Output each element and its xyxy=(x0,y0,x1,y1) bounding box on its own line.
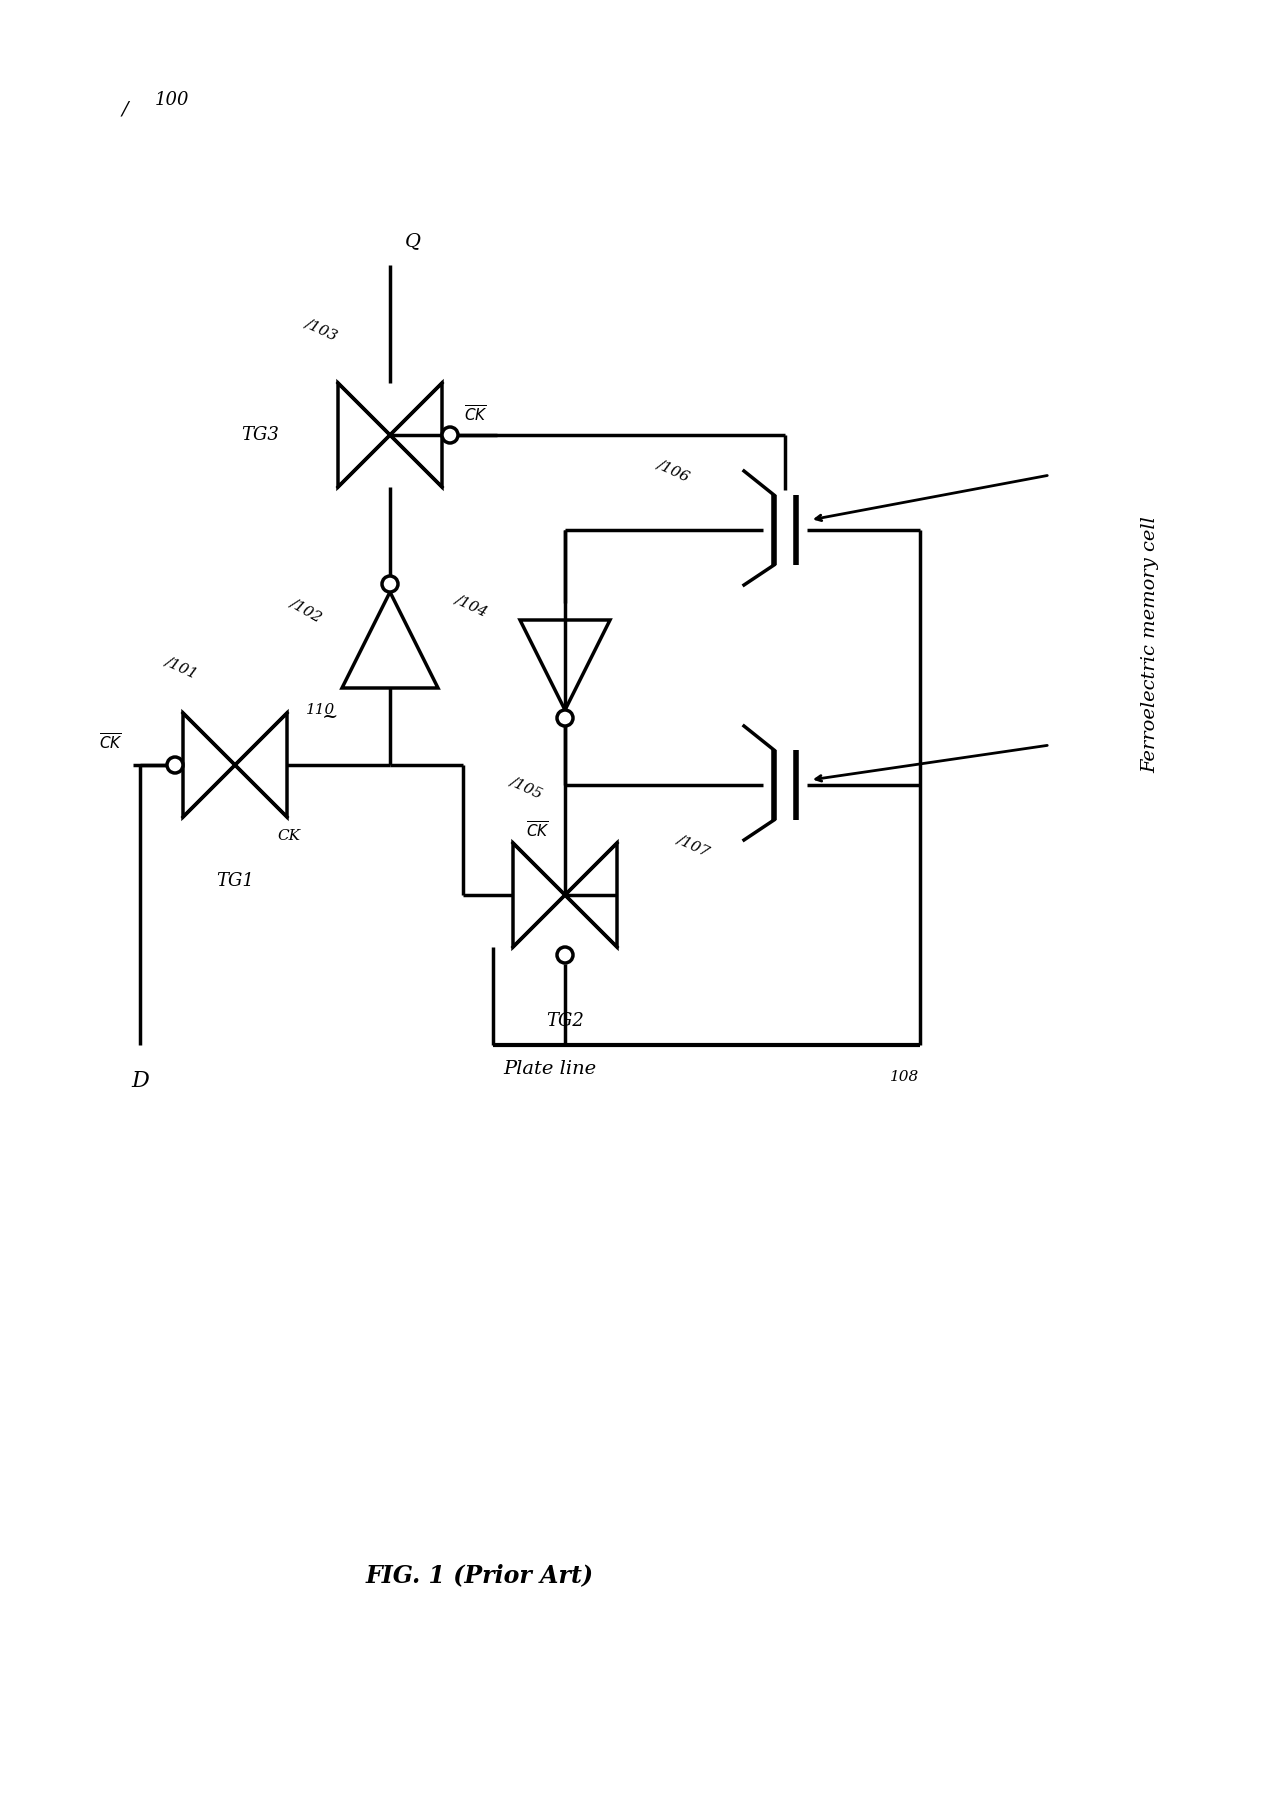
Text: TG2: TG2 xyxy=(546,1012,584,1030)
Circle shape xyxy=(557,711,573,725)
Text: FIG. 1 (Prior Art): FIG. 1 (Prior Art) xyxy=(367,1563,594,1587)
Text: TG1: TG1 xyxy=(216,872,254,890)
Circle shape xyxy=(442,427,458,443)
Circle shape xyxy=(382,576,398,592)
Text: /: / xyxy=(121,101,129,118)
Text: /104: /104 xyxy=(453,591,490,619)
Circle shape xyxy=(167,757,183,774)
Text: D: D xyxy=(131,1070,149,1091)
Text: CK: CK xyxy=(277,829,300,844)
Text: /101: /101 xyxy=(163,653,200,680)
Text: Q: Q xyxy=(404,232,421,250)
Text: ~: ~ xyxy=(321,707,337,725)
Text: /103: /103 xyxy=(303,316,340,343)
Text: /102: /102 xyxy=(287,596,324,625)
Text: /106: /106 xyxy=(655,456,693,483)
Text: $\overline{CK}$: $\overline{CK}$ xyxy=(464,406,488,425)
Text: /107: /107 xyxy=(675,831,712,858)
Text: /105: /105 xyxy=(508,774,545,801)
Text: 108: 108 xyxy=(890,1070,919,1084)
Text: TG3: TG3 xyxy=(241,425,279,443)
Text: $\overline{CK}$: $\overline{CK}$ xyxy=(100,732,123,752)
Text: $\overline{CK}$: $\overline{CK}$ xyxy=(526,820,550,842)
Text: 100: 100 xyxy=(155,92,190,109)
Text: 110: 110 xyxy=(306,704,335,716)
Circle shape xyxy=(557,948,573,962)
Text: Plate line: Plate line xyxy=(503,1061,597,1079)
Text: Ferroelectric memory cell: Ferroelectric memory cell xyxy=(1141,517,1159,774)
